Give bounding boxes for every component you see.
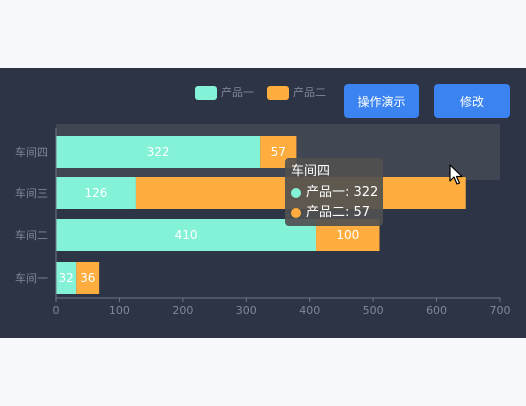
- x-tick-label-4: 400: [299, 304, 320, 317]
- x-tick-label-3: 300: [236, 304, 257, 317]
- x-tick-label-6: 600: [426, 304, 447, 317]
- tooltip-title: 车间四: [291, 164, 331, 179]
- x-tick-label-7: 700: [490, 304, 511, 317]
- data-label-1-3: 126: [85, 186, 108, 200]
- chart-panel: 32 36 车间一 410 100 车间二 126 车间三 322 57 车间四 0 100 200 300…: [0, 68, 526, 338]
- bar-1-1: [56, 262, 77, 294]
- bar-1-4: [56, 136, 261, 168]
- edit-button[interactable]: 修改: [434, 84, 510, 118]
- tooltip-text-product-2: 产品二: 57: [306, 205, 371, 220]
- data-label-1-2: 410: [175, 228, 198, 242]
- x-tick-label-1: 100: [109, 304, 130, 317]
- bar-2-1: [76, 262, 100, 294]
- x-tick-label-2: 200: [172, 304, 193, 317]
- x-tick-label-5: 500: [363, 304, 384, 317]
- tooltip-dot-product-2: [291, 208, 301, 218]
- legend-label-product-2: 产品二: [293, 86, 326, 99]
- category-label-3: 车间三: [15, 186, 48, 200]
- data-label-1-4: 322: [147, 145, 170, 159]
- legend-swatch-product-2: [267, 86, 289, 100]
- data-label-2-4: 57: [271, 145, 286, 159]
- x-tick-label-0: 0: [53, 304, 60, 317]
- category-label-4: 车间四: [15, 145, 48, 159]
- category-label-2: 车间二: [15, 228, 48, 242]
- legend-label-product-1: 产品一: [221, 86, 254, 99]
- demo-button[interactable]: 操作演示: [344, 84, 419, 118]
- bar-1-3: [56, 177, 136, 209]
- mouse-cursor-icon: [449, 164, 463, 185]
- chart-tooltip: 车间四 产品一: 322 产品二: 57: [285, 158, 383, 226]
- data-label-2-2: 100: [336, 228, 359, 242]
- tooltip-text-product-1: 产品一: 322: [306, 185, 379, 200]
- data-label-1-1: 32: [59, 271, 74, 285]
- category-label-1: 车间一: [15, 271, 48, 285]
- tooltip-dot-product-1: [291, 188, 301, 198]
- bar-1-2: [56, 219, 317, 251]
- legend-swatch-product-1: [195, 86, 217, 100]
- data-label-2-1: 36: [80, 271, 95, 285]
